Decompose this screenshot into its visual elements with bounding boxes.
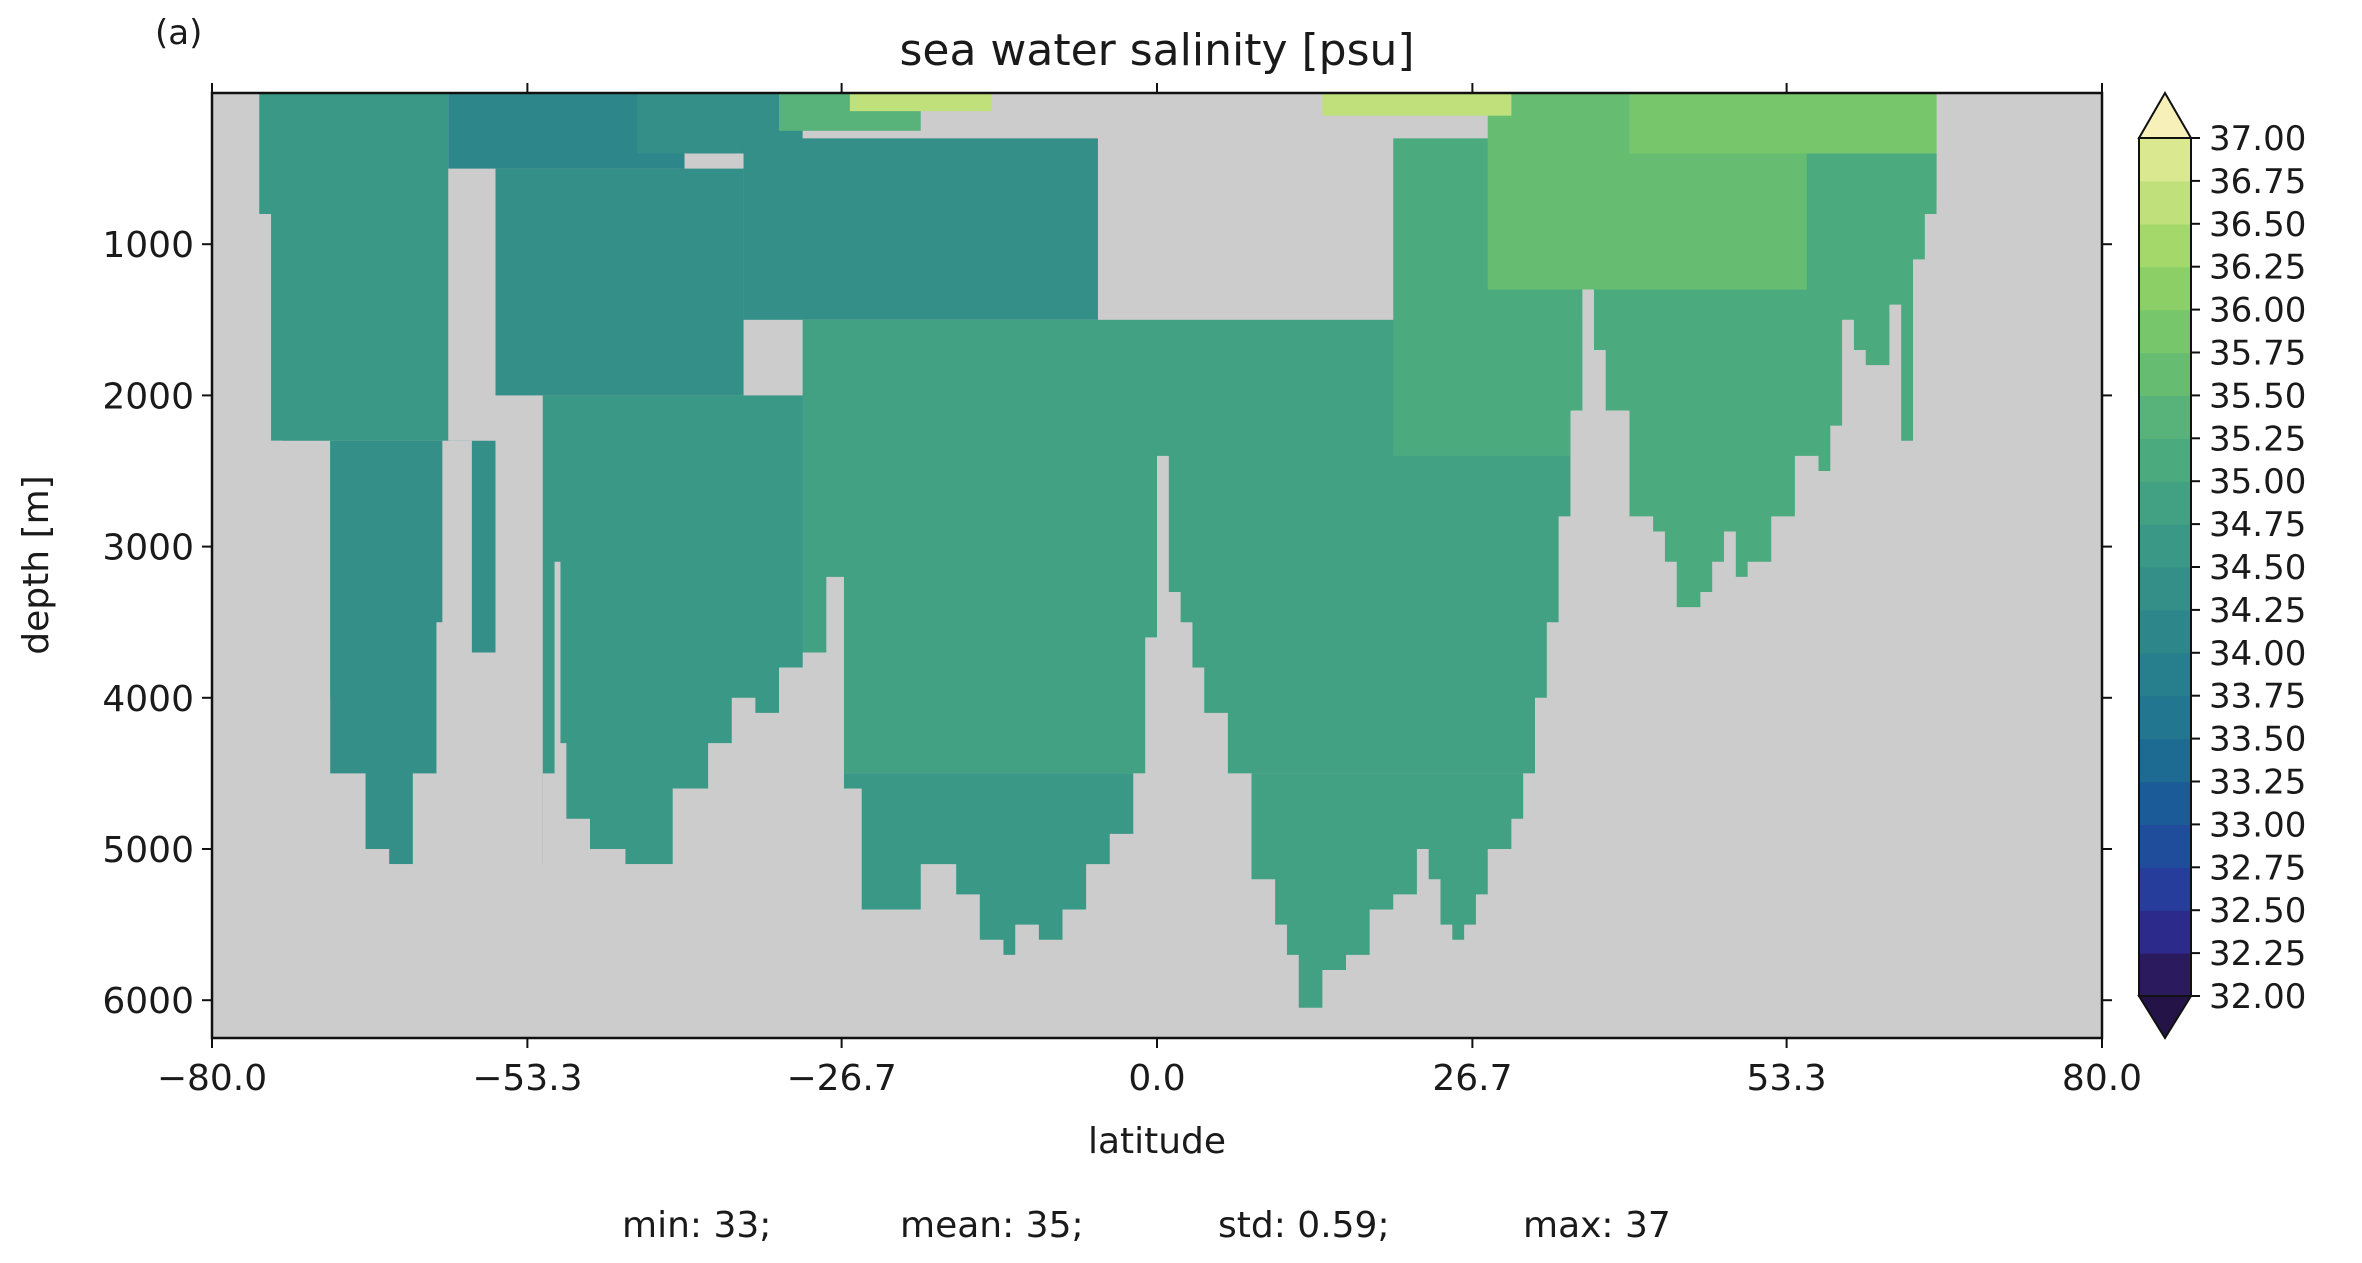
chart-title: sea water salinity [psu] [899,25,1414,76]
colorbar-tick-label: 36.75 [2209,162,2306,202]
salinity-cell [1322,93,1512,116]
colorbar-tick-label: 33.75 [2209,677,2306,717]
colorbar-swatch [2139,824,2191,868]
colorbar-swatch [2139,180,2191,225]
colorbar-tick-label: 32.00 [2209,977,2306,1017]
y-tick-label: 6000 [102,981,194,1022]
colorbar-tick-label: 34.00 [2209,634,2306,674]
x-tick-label: 80.0 [2062,1058,2142,1099]
colorbar-swatch [2139,438,2191,482]
plot-area [210,91,2104,1040]
salinity-cell [1629,93,1937,154]
colorbar-tick-label: 34.75 [2209,505,2306,545]
colorbar-swatch [2139,695,2191,740]
salinity-cell [495,168,744,396]
colorbar-tick-label: 35.25 [2209,419,2306,459]
colorbar-swatch [2139,652,2191,697]
y-tick-label: 5000 [102,830,194,871]
colorbar-tick-label: 32.25 [2209,934,2306,974]
colorbar: 32.0032.2532.5032.7533.0033.2533.5033.75… [2137,91,2306,1040]
x-tick-label: −26.7 [786,1058,896,1099]
colorbar-over-arrow [2137,91,2193,139]
salinity-cell [849,93,992,112]
colorbar-tick-label: 36.50 [2209,205,2306,245]
colorbar-swatch [2139,352,2191,396]
colorbar-swatch [2139,910,2191,954]
colorbar-tick-label: 33.25 [2209,763,2306,803]
colorbar-tick-label: 33.50 [2209,720,2306,760]
colorbar-swatch [2139,524,2191,568]
stat-std: std: 0.59; [1218,1205,1390,1246]
salinity-cell [743,138,1098,320]
colorbar-swatch [2139,609,2191,654]
x-tick-label: 0.0 [1128,1058,1185,1099]
colorbar-tick-label: 34.50 [2209,548,2306,588]
colorbar-tick-label: 32.75 [2209,848,2306,888]
colorbar-tick-label: 34.25 [2209,591,2306,631]
colorbar-swatch [2139,138,2191,182]
colorbar-swatch [2139,223,2191,268]
y-tick-label: 1000 [102,225,194,266]
y-axis: 1000 2000 3000 4000 5000 6000 [102,225,2112,1022]
colorbar-swatch [2139,781,2191,825]
panel-label: (a) [155,13,202,53]
colorbar-tick-label: 36.25 [2209,248,2306,288]
y-tick-label: 3000 [102,528,194,569]
colorbar-swatch [2139,738,2191,783]
x-axis: −80.0 −53.3 −26.7 0.0 26.7 53.3 80.0 [157,83,2142,1099]
y-tick-label: 2000 [102,376,194,417]
y-tick-label: 4000 [102,679,194,720]
colorbar-tick-label: 37.00 [2209,119,2306,159]
colorbar-swatch [2139,266,2191,311]
colorbar-swatch [2139,481,2191,525]
colorbar-swatch [2139,867,2191,911]
colorbar-tick-label: 36.00 [2209,291,2306,331]
colorbar-swatch [2139,395,2191,439]
x-tick-label: −53.3 [472,1058,582,1099]
colorbar-tick-label: 35.75 [2209,334,2306,374]
stat-min: min: 33; [622,1205,771,1246]
x-tick-label: 53.3 [1747,1058,1827,1099]
stats-line: min: 33; mean: 35; std: 0.59; max: 37 [622,1205,1671,1246]
colorbar-swatch [2139,953,2191,997]
salinity-cell [259,93,449,441]
x-tick-label: −80.0 [157,1058,267,1099]
stat-mean: mean: 35; [900,1205,1084,1246]
colorbar-tick-label: 32.50 [2209,891,2306,931]
colorbar-swatch [2139,309,2191,354]
x-tick-label: 26.7 [1432,1058,1512,1099]
colorbar-tick-label: 35.00 [2209,462,2306,502]
stat-max: max: 37 [1523,1205,1671,1246]
colorbar-swatch [2139,567,2191,611]
colorbar-tick-label: 33.00 [2209,805,2306,845]
x-axis-label: latitude [1088,1121,1226,1162]
colorbar-under-arrow [2137,995,2193,1040]
colorbar-tick-label: 35.50 [2209,376,2306,416]
y-axis-label: depth [m] [16,475,57,654]
